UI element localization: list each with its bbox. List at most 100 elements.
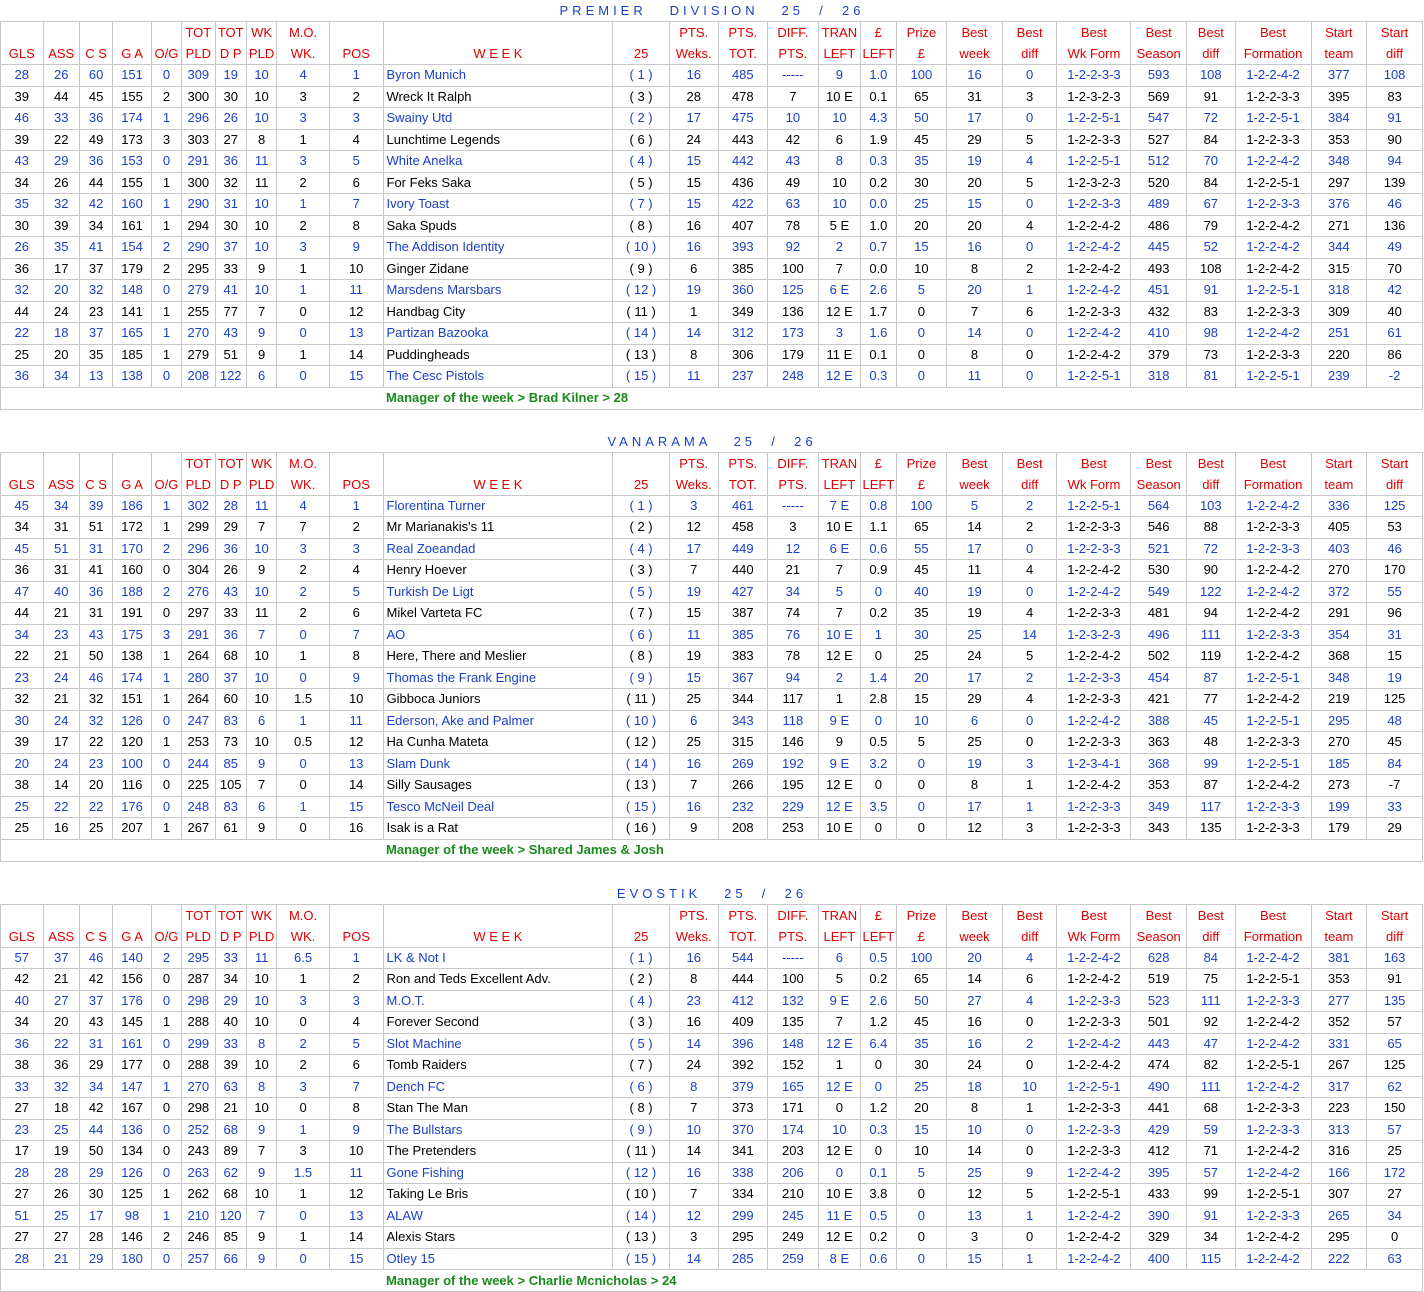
table-cell: 35 (896, 603, 947, 625)
column-header: 25 (613, 43, 670, 65)
table-cell: 3 (669, 1227, 718, 1249)
table-cell: 125 (1367, 1055, 1423, 1077)
team-name-cell: Mikel Varteta FC (383, 603, 613, 625)
section-gap (0, 410, 1424, 431)
table-cell: 153 (113, 151, 151, 173)
table-cell: 118 (768, 710, 819, 732)
table-cell: ( 9 ) (613, 1119, 670, 1141)
table-cell: ( 13 ) (613, 1227, 670, 1249)
table-cell: 0 (151, 560, 181, 582)
table-cell: 1 (151, 646, 181, 668)
table-cell: 60 (79, 65, 112, 87)
table-cell: 7 (947, 301, 1003, 323)
table-cell: ( 1 ) (613, 947, 670, 969)
table-cell: 7 (669, 560, 718, 582)
table-cell: 0.1 (861, 344, 896, 366)
column-header: Start (1311, 452, 1367, 474)
table-cell: 136 (1367, 215, 1423, 237)
table-cell: 6 E (818, 538, 861, 560)
table-cell: 84 (1367, 753, 1423, 775)
table-cell: 6 (246, 366, 276, 388)
table-cell: 8 (329, 1098, 383, 1120)
table-cell: 17 (79, 1205, 112, 1227)
manager-of-week-row: Manager of the week > Charlie Mcnicholas… (1, 1270, 1423, 1292)
table-cell: 108 (1187, 65, 1236, 87)
table-cell: 185 (1311, 753, 1367, 775)
column-header (329, 452, 383, 474)
table-cell: 75 (1187, 969, 1236, 991)
table-cell: 46 (1367, 538, 1423, 560)
table-cell: 0 (277, 1248, 330, 1270)
table-cell: 99 (1187, 753, 1236, 775)
table-cell: 0 (151, 1248, 181, 1270)
table-cell: 16 (669, 796, 718, 818)
table-cell: 12 E (818, 1033, 861, 1055)
team-name-cell: Byron Munich (383, 65, 613, 87)
table-cell: ( 16 ) (613, 818, 670, 840)
column-header: Best (1057, 904, 1131, 926)
table-cell: 15 (669, 194, 718, 216)
table-cell: 253 (768, 818, 819, 840)
table-cell: 232 (718, 796, 768, 818)
table-cell: 31 (43, 517, 79, 539)
table-cell: 10 (246, 194, 276, 216)
table-cell: ( 10 ) (613, 710, 670, 732)
table-cell: 229 (768, 796, 819, 818)
column-header: Prize (896, 22, 947, 44)
table-cell: 89 (215, 1141, 246, 1163)
table-cell: 141 (113, 301, 151, 323)
table-cell: 400 (1131, 1248, 1187, 1270)
table-cell: 0 (277, 818, 330, 840)
table-cell: 315 (1311, 258, 1367, 280)
table-cell: ----- (768, 495, 819, 517)
table-cell: 51 (79, 517, 112, 539)
table-cell: 25 (43, 1119, 79, 1141)
table-cell: 9 (246, 1119, 276, 1141)
team-name-cell: Here, There and Meslier (383, 646, 613, 668)
table-cell: 10 (246, 1098, 276, 1120)
table-cell: 126 (113, 1162, 151, 1184)
table-cell: 295 (718, 1227, 768, 1249)
table-cell: 3 (1002, 753, 1057, 775)
table-cell: 44 (79, 172, 112, 194)
table-cell: 55 (896, 538, 947, 560)
table-cell: 42 (1, 969, 44, 991)
table-cell: 40 (1, 990, 44, 1012)
table-cell: 134 (113, 1141, 151, 1163)
table-cell: 195 (768, 775, 819, 797)
column-header: Formation (1235, 474, 1311, 496)
table-cell: 12 (947, 818, 1003, 840)
table-cell: 1-2-2-4-2 (1235, 947, 1311, 969)
table-cell: 17 (947, 796, 1003, 818)
table-cell: 7 (329, 1076, 383, 1098)
table-cell: 45 (1367, 732, 1423, 754)
table-cell: 15 (1367, 646, 1423, 668)
table-cell: 9 (246, 1248, 276, 1270)
column-header (79, 22, 112, 44)
table-cell: 25 (79, 818, 112, 840)
column-header: GLS (1, 43, 44, 65)
table-cell: 17 (669, 108, 718, 130)
table-cell: 349 (718, 301, 768, 323)
table-cell: 9 E (818, 990, 861, 1012)
table-cell: 59 (1187, 1119, 1236, 1141)
table-cell: 309 (182, 65, 215, 87)
table-cell: 25 (43, 1205, 79, 1227)
table-cell: 24 (43, 301, 79, 323)
table-cell: 30 (79, 1184, 112, 1206)
table-cell: 42 (1367, 280, 1423, 302)
table-cell: 1-2-2-4-2 (1057, 237, 1131, 259)
table-cell: 3 (669, 495, 718, 517)
table-cell: 1-2-2-4-2 (1235, 603, 1311, 625)
table-cell: 440 (718, 560, 768, 582)
table-cell: 0 (277, 667, 330, 689)
table-cell: 252 (182, 1119, 215, 1141)
table-cell: -2 (1367, 366, 1423, 388)
table-cell: 1.0 (861, 215, 896, 237)
table-cell: 45 (896, 1012, 947, 1034)
table-cell: 11 (246, 172, 276, 194)
table-cell: 223 (1311, 1098, 1367, 1120)
table-cell: 1-2-2-5-1 (1235, 172, 1311, 194)
